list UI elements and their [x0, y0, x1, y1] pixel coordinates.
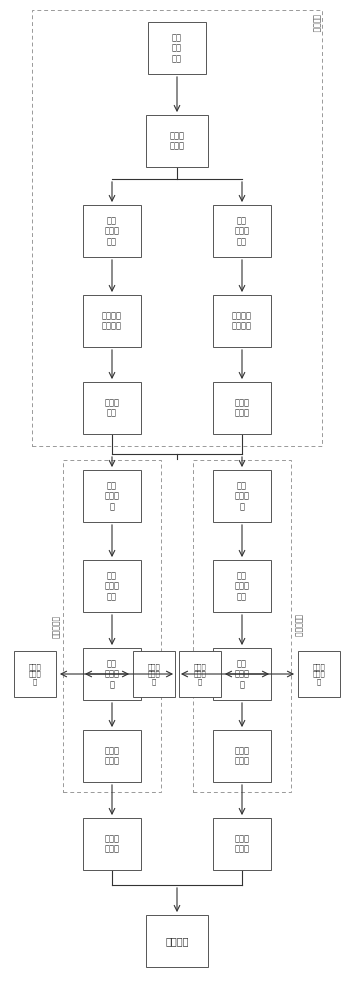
FancyBboxPatch shape	[298, 651, 340, 697]
Text: 第二水
出密器: 第二水 出密器	[234, 834, 250, 854]
Text: 第三密
钥接收
器: 第三密 钥接收 器	[148, 663, 160, 685]
FancyBboxPatch shape	[83, 205, 141, 257]
FancyBboxPatch shape	[213, 295, 271, 347]
Text: 出密系统: 出密系统	[165, 936, 189, 946]
FancyBboxPatch shape	[213, 730, 271, 782]
Text: 第三水
出密器: 第三水 出密器	[104, 834, 120, 854]
Text: 第二
水平总
线: 第二 水平总 线	[234, 659, 250, 689]
FancyBboxPatch shape	[213, 818, 271, 870]
FancyBboxPatch shape	[213, 470, 271, 522]
Text: 第一
水平密
钥器: 第一 水平密 钥器	[234, 216, 250, 246]
FancyBboxPatch shape	[83, 818, 141, 870]
Text: 第一发送
应答系统: 第一发送 应答系统	[102, 311, 122, 331]
FancyBboxPatch shape	[83, 470, 141, 522]
FancyBboxPatch shape	[146, 915, 208, 967]
FancyBboxPatch shape	[133, 651, 175, 697]
Text: 移位用水
平密码器: 移位用水 平密码器	[232, 311, 252, 331]
FancyBboxPatch shape	[83, 730, 141, 782]
FancyBboxPatch shape	[83, 648, 141, 700]
FancyBboxPatch shape	[83, 382, 141, 434]
Text: 收端系统一: 收端系统一	[293, 614, 302, 638]
Text: 收端系统二: 收端系统二	[52, 614, 61, 638]
Text: 第二密
钥系统: 第二密 钥系统	[234, 746, 250, 766]
FancyBboxPatch shape	[146, 115, 208, 167]
FancyBboxPatch shape	[83, 295, 141, 347]
Text: 第三密
钥系统: 第三密 钥系统	[104, 746, 120, 766]
Text: 模糊发
送器: 模糊发 送器	[104, 398, 120, 418]
Text: 第二
混沌系
统: 第二 混沌系 统	[234, 481, 250, 511]
Text: 第一水
平总线: 第一水 平总线	[170, 131, 184, 151]
FancyBboxPatch shape	[179, 651, 221, 697]
Text: 第三
混沌系
统: 第三 混沌系 统	[104, 481, 120, 511]
Text: 第一
混沌
系统: 第一 混沌 系统	[172, 33, 182, 63]
Text: 第三密
钥发射
器: 第三密 钥发射 器	[29, 663, 41, 685]
Text: 发端系统: 发端系统	[311, 14, 320, 32]
Text: 第三
水平总
线: 第三 水平总 线	[104, 659, 120, 689]
FancyBboxPatch shape	[83, 560, 141, 612]
Text: 第二密
钥接收
器: 第二密 钥接收 器	[194, 663, 206, 685]
FancyBboxPatch shape	[213, 382, 271, 434]
Text: 第二密
钥发射
器: 第二密 钥发射 器	[313, 663, 325, 685]
Text: 第二水
平总线: 第二水 平总线	[234, 398, 250, 418]
FancyBboxPatch shape	[148, 22, 206, 74]
FancyBboxPatch shape	[14, 651, 56, 697]
FancyBboxPatch shape	[213, 560, 271, 612]
Text: 第二
混沌同
步器: 第二 混沌同 步器	[234, 571, 250, 601]
FancyBboxPatch shape	[213, 205, 271, 257]
Text: 第三
混沌同
步器: 第三 混沌同 步器	[104, 571, 120, 601]
Text: 第一
混沌同
步器: 第一 混沌同 步器	[104, 216, 120, 246]
FancyBboxPatch shape	[213, 648, 271, 700]
